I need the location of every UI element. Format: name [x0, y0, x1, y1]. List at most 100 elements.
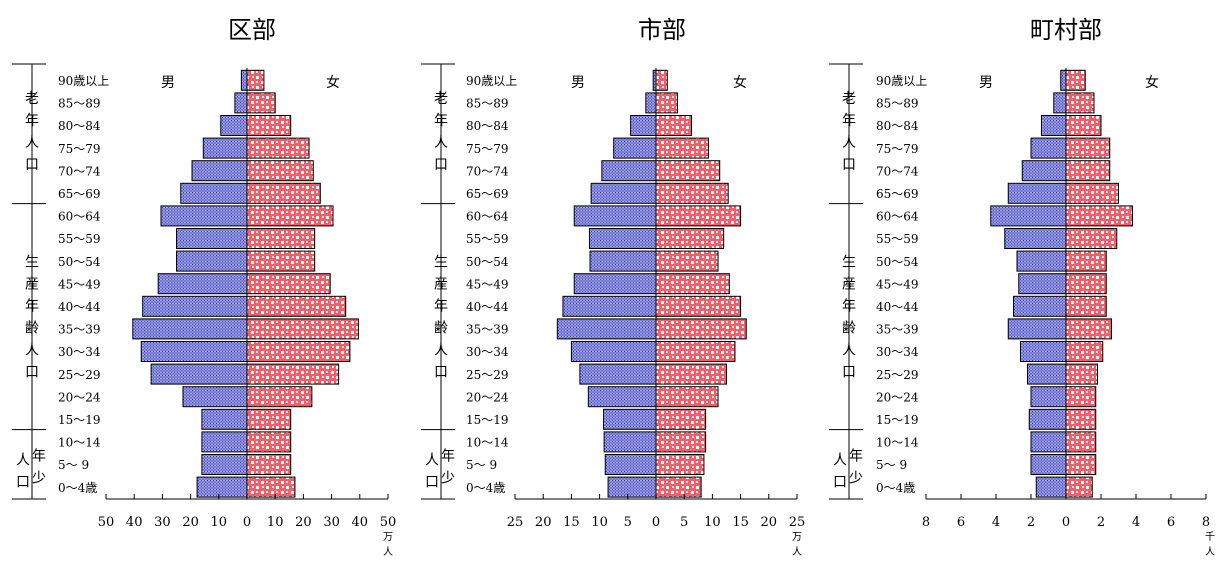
unit-label: 人 [792, 546, 802, 558]
bar-male [220, 115, 248, 136]
bar-male [1035, 476, 1067, 498]
bar-male [180, 182, 248, 204]
x-tick-label: 5 [680, 515, 688, 530]
group-label-working: 口 [434, 365, 448, 381]
age-label: 75～79 [58, 142, 101, 156]
age-label: 5～ 9 [58, 458, 89, 472]
x-tick-label: 10 [267, 515, 284, 530]
bar-male [1021, 160, 1067, 182]
bar-male [176, 228, 248, 249]
bar-male [202, 137, 248, 159]
age-label: 35～39 [58, 323, 101, 337]
bar-female [246, 250, 316, 272]
bar-female [655, 454, 705, 475]
bar-female [1065, 386, 1097, 408]
group-label-working: 齢 [842, 321, 856, 337]
x-tick-label: 40 [352, 515, 369, 530]
bar-male [579, 363, 657, 385]
bar-female [1065, 250, 1107, 272]
bar-female [1065, 228, 1118, 249]
group-label-children: 年 [849, 448, 863, 464]
bar-female [655, 476, 702, 498]
bar-male [1030, 386, 1067, 408]
bar-male [556, 318, 657, 340]
age-label: 60～64 [466, 210, 509, 224]
x-tick-label: 30 [154, 515, 171, 530]
bar-female [246, 454, 292, 475]
bar-male [587, 386, 657, 408]
bar-male [588, 228, 657, 249]
age-label: 80～84 [58, 119, 101, 133]
group-label-children: 人 [16, 452, 30, 468]
bar-female [1065, 363, 1098, 385]
bar-female [655, 408, 707, 430]
bar-male [1041, 115, 1067, 136]
group-label-elderly: 年 [25, 113, 39, 129]
x-tick-label: 6 [1167, 515, 1175, 530]
age-label: 15～19 [876, 413, 919, 427]
x-tick-label: 20 [761, 515, 778, 530]
x-tick-label: 4 [992, 515, 1000, 530]
bar-male [160, 205, 248, 227]
bar-male [1030, 454, 1067, 475]
x-tick-label: 25 [507, 515, 524, 530]
bar-female [246, 386, 313, 408]
age-label: 90歳以上 [876, 74, 927, 88]
group-label-children: 年 [32, 448, 46, 464]
bar-female [246, 318, 359, 340]
group-label-children: 人 [833, 452, 847, 468]
bar-female [246, 431, 292, 453]
age-label: 25～29 [58, 368, 101, 382]
age-label: 40～44 [466, 300, 509, 314]
bar-female [246, 476, 296, 498]
unit-label: 人 [383, 546, 393, 558]
bar-female [1065, 476, 1093, 498]
pyramid-2: 市部男 女 0～4歳 5～ 9 10～14 15～19 20～24 25～29 30～34 35～… [421, 16, 805, 558]
age-label: 75～79 [876, 142, 919, 156]
bar-female [1065, 137, 1111, 159]
group-label-working: 口 [842, 365, 856, 381]
x-tick-label: 50 [98, 515, 115, 530]
group-label-working: 人 [25, 343, 39, 359]
age-label: 55～59 [466, 232, 509, 246]
bar-male [589, 250, 657, 272]
group-label-elderly: 老 [842, 91, 856, 107]
x-tick-label: 10 [211, 515, 228, 530]
bar-male [201, 431, 248, 453]
bar-female [655, 228, 725, 249]
age-label: 50～54 [876, 255, 919, 269]
age-label: 5～ 9 [466, 458, 497, 472]
x-tick-label: 2 [1027, 515, 1035, 530]
bar-male [630, 115, 657, 136]
age-label: 0～4歳 [876, 481, 915, 495]
age-label: 50～54 [466, 255, 509, 269]
unit-label: 万 [792, 532, 802, 543]
pyramid-1: 区部男 女 0～4歳 5～ 9 10～14 15～19 20～24 25～29 30～34 35～… [12, 16, 396, 558]
bar-female [655, 273, 730, 295]
bar-female [1065, 205, 1133, 227]
x-tick-label: 5 [624, 515, 632, 530]
group-label-children: 口 [833, 474, 847, 490]
group-label-children: 口 [425, 474, 439, 490]
group-label-working: 年 [25, 299, 39, 315]
x-tick-label: 25 [789, 515, 806, 530]
bar-female [246, 69, 265, 91]
bar-male [1030, 137, 1067, 159]
group-label-working: 産 [842, 277, 856, 293]
unit-label: 千 [1205, 531, 1215, 543]
bar-male [1053, 92, 1067, 114]
bar-female [1065, 160, 1111, 182]
age-label: 10～14 [58, 436, 101, 450]
age-label: 80～84 [466, 119, 509, 133]
bar-male [604, 454, 657, 475]
bar-male [990, 205, 1067, 227]
male-label: 男 [571, 75, 585, 91]
bar-female [1065, 341, 1104, 362]
age-label: 45～49 [58, 277, 101, 291]
bar-male [1030, 431, 1067, 453]
age-label: 80～84 [876, 119, 919, 133]
age-label: 60～64 [876, 210, 919, 224]
group-label-elderly: 口 [842, 157, 856, 173]
bar-male [1007, 182, 1067, 204]
